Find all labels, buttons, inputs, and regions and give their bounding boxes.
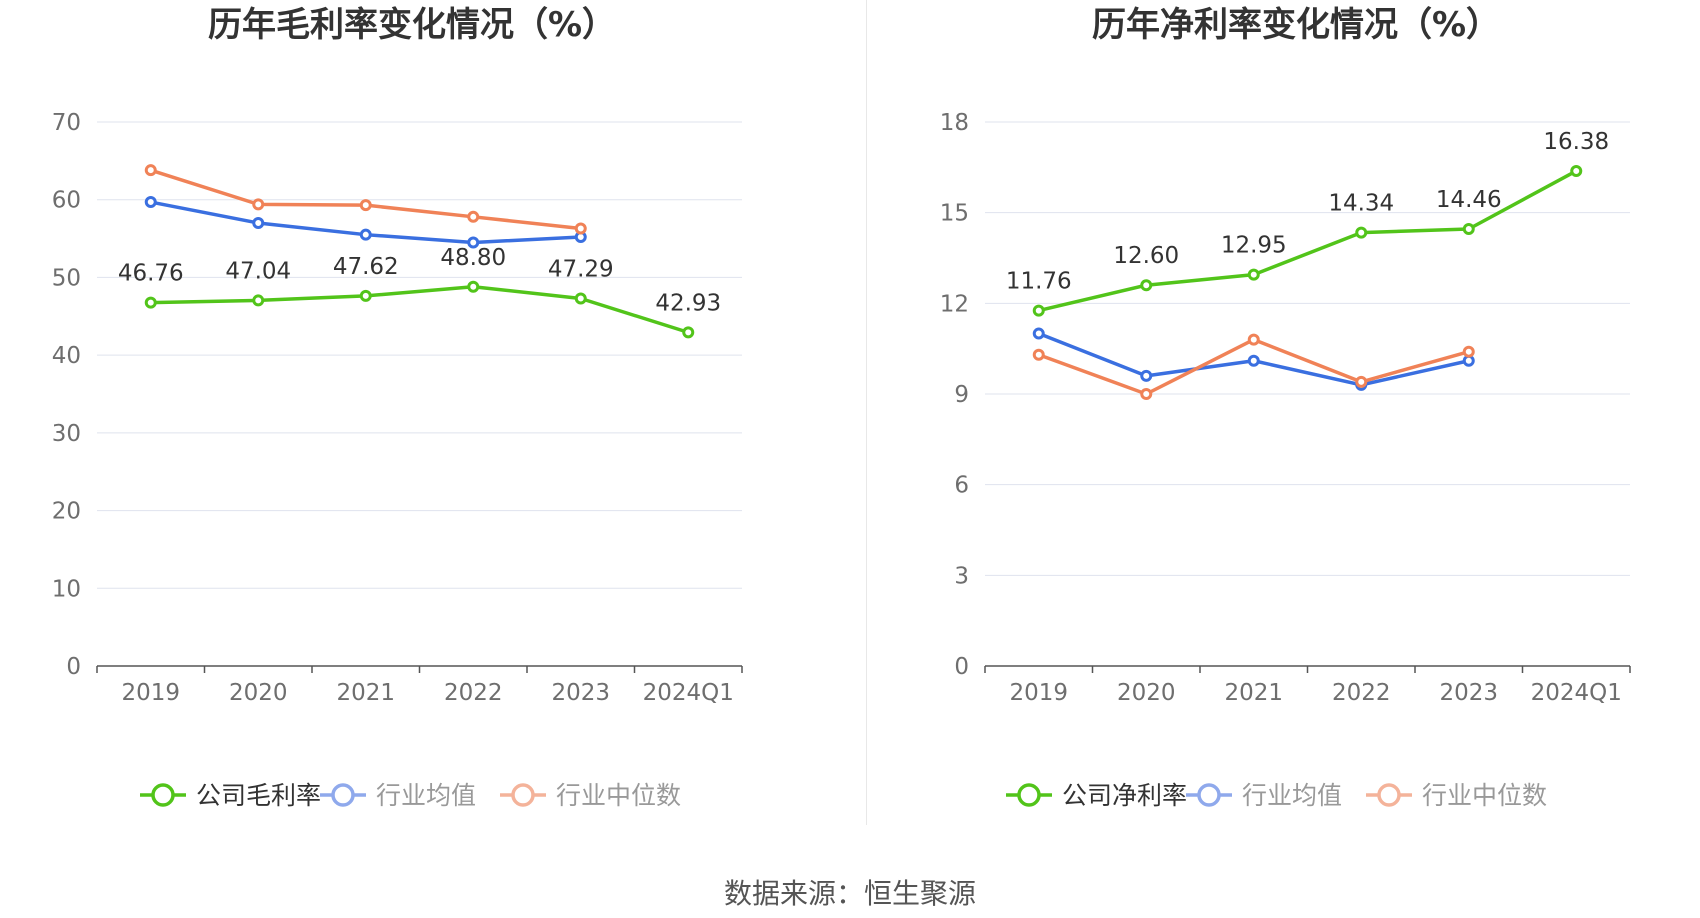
x-tick-label: 2021: [1224, 680, 1283, 706]
legend-marker: [1377, 783, 1401, 807]
data-point: [144, 164, 157, 177]
data-point: [144, 196, 157, 209]
y-tick-label: 6: [954, 473, 969, 499]
x-tick-label: 2019: [121, 680, 180, 706]
data-point: [1032, 304, 1045, 317]
data-point: [1355, 375, 1368, 388]
data-point: [1247, 333, 1260, 346]
legend-marker: [1197, 783, 1221, 807]
x-tick-label: 2020: [1117, 680, 1176, 706]
legend-label: 公司净利率: [1062, 781, 1187, 810]
y-tick-label: 60: [52, 188, 81, 214]
y-tick-label: 20: [52, 499, 81, 525]
data-point: [1140, 369, 1153, 382]
data-point: [252, 217, 265, 230]
data-label: 47.04: [225, 258, 291, 284]
data-point: [1355, 226, 1368, 239]
y-tick-label: 3: [954, 563, 969, 589]
data-point: [144, 296, 157, 309]
data-point: [1140, 279, 1153, 292]
legend-label: 行业中位数: [556, 781, 681, 810]
legend-marker: [331, 783, 355, 807]
x-tick-label: 2019: [1009, 680, 1068, 706]
data-point: [574, 222, 587, 235]
data-label: 11.76: [1006, 269, 1072, 295]
y-tick-label: 0: [66, 654, 81, 680]
y-tick-label: 40: [52, 343, 81, 369]
data-label: 47.29: [548, 256, 614, 282]
data-point: [359, 228, 372, 241]
data-label: 42.93: [655, 290, 721, 316]
series-line: [1038, 169, 1578, 313]
y-tick-label: 9: [954, 382, 969, 408]
data-point: [1032, 348, 1045, 361]
data-point: [1462, 345, 1475, 358]
data-label: 14.46: [1436, 187, 1502, 213]
y-tick-label: 0: [954, 654, 969, 680]
chart-divider: [866, 0, 867, 825]
y-tick-label: 15: [940, 201, 969, 227]
chart-title: 历年净利率变化情况（%）: [1092, 5, 1500, 45]
x-tick-label: 2023: [551, 680, 610, 706]
data-label: 12.95: [1221, 233, 1287, 259]
data-point: [1247, 354, 1260, 367]
legend-label: 行业均值: [1242, 781, 1342, 810]
legend-label: 行业中位数: [1422, 781, 1547, 810]
data-source-note: 数据来源：恒生聚源: [723, 877, 976, 910]
data-point: [467, 210, 480, 223]
data-point: [252, 198, 265, 211]
x-tick-label: 2021: [336, 680, 395, 706]
x-tick-label: 2023: [1439, 680, 1498, 706]
data-point: [1570, 164, 1583, 177]
legend-label: 行业均值: [376, 781, 476, 810]
y-tick-label: 70: [52, 110, 81, 136]
data-point: [1462, 222, 1475, 235]
data-label: 47.62: [333, 254, 399, 280]
y-tick-label: 18: [940, 110, 969, 136]
data-point: [1140, 388, 1153, 400]
x-tick-label: 2024Q1: [643, 680, 734, 706]
x-tick-label: 2020: [229, 680, 288, 706]
y-tick-label: 30: [52, 421, 81, 447]
data-point: [467, 280, 480, 293]
y-tick-label: 12: [940, 291, 969, 317]
x-tick-label: 2022: [1332, 680, 1391, 706]
legend-label: 公司毛利率: [196, 781, 321, 810]
data-label: 14.34: [1328, 191, 1394, 217]
gross-margin-chart: 历年毛利率变化情况（%） 0 10 20 30 40 50 60 70 2019 2020 2021 2…: [52, 5, 743, 810]
x-tick-label: 2024Q1: [1531, 680, 1622, 706]
data-point: [252, 294, 265, 307]
net-margin-chart: 历年净利率变化情况（%） 0 3 6 9 12 15 18 2019 2020 2021 2022 20…: [940, 5, 1631, 810]
y-tick-label: 50: [52, 265, 81, 291]
data-label: 46.76: [118, 261, 184, 287]
series-line: [150, 285, 689, 335]
data-point: [1032, 327, 1045, 340]
y-tick-label: 10: [52, 576, 81, 602]
data-point: [682, 326, 695, 339]
data-point: [359, 289, 372, 302]
data-point: [1247, 268, 1260, 281]
data-label: 12.60: [1113, 243, 1179, 269]
legend-marker: [511, 783, 535, 807]
legend-marker: [151, 783, 175, 807]
chart-title: 历年毛利率变化情况（%）: [208, 5, 616, 45]
legend-marker: [1017, 783, 1041, 807]
series-line: [1038, 337, 1470, 396]
data-point: [359, 199, 372, 212]
data-point: [467, 236, 480, 249]
data-label: 48.80: [440, 245, 506, 271]
x-tick-label: 2022: [444, 680, 503, 706]
data-label: 16.38: [1543, 129, 1609, 155]
data-point: [574, 292, 587, 305]
